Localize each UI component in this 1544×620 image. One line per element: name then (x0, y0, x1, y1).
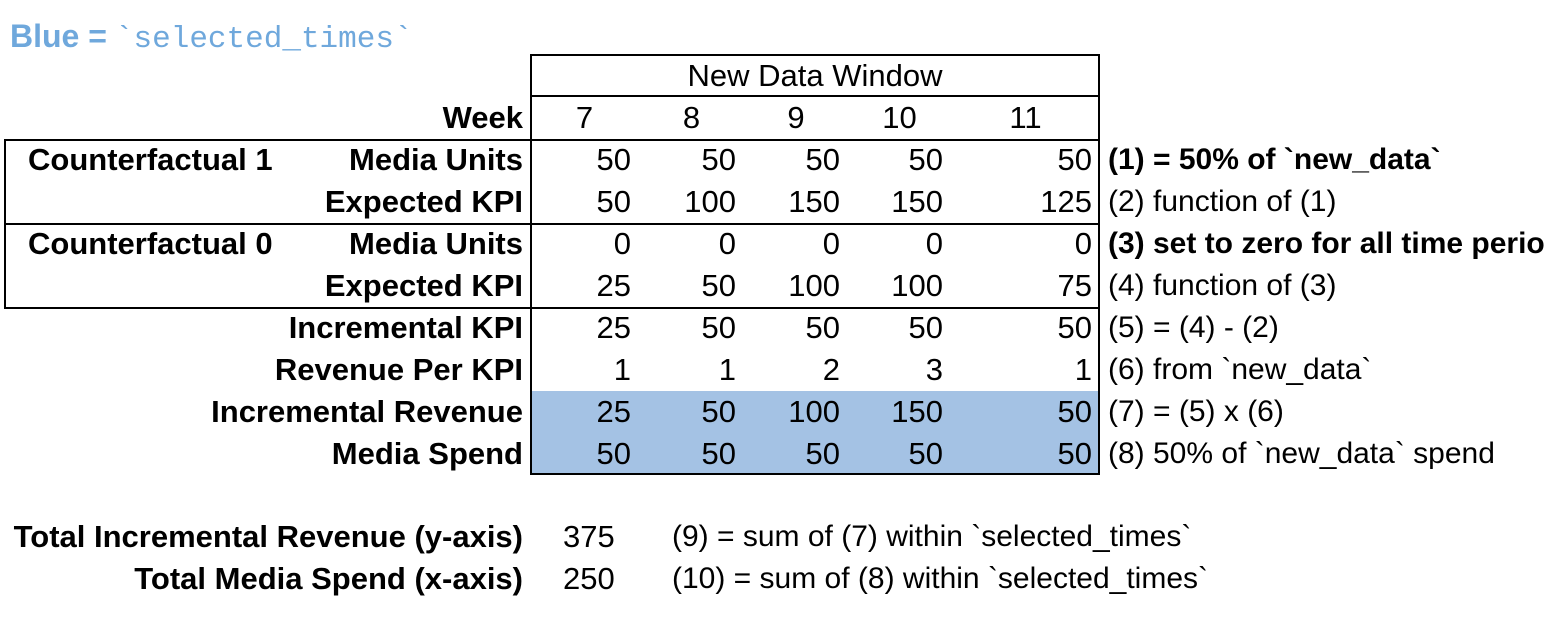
total-incremental-revenue-value: 375 (563, 519, 615, 554)
new-data-window-title: New Data Window (687, 58, 943, 93)
row-label-incremental-revenue: Incremental Revenue (211, 394, 523, 429)
row-annotation-1: (1) = 50% of `new_data` (1108, 143, 1441, 176)
legend: Blue = `selected_times` (10, 14, 413, 58)
table-cell: 50 (805, 142, 840, 177)
week-header-cell: 8 (682, 100, 701, 135)
total-incremental-revenue-label: Total Incremental Revenue (y-axis) (13, 519, 523, 554)
highlight-band-selected-times (532, 391, 1098, 473)
table-cell-highlighted: 50 (596, 436, 631, 471)
table-cell: 50 (908, 310, 943, 345)
table-cell-highlighted: 50 (1057, 436, 1092, 471)
row-label-revenue-per-kpi: Revenue Per KPI (274, 352, 523, 387)
row-annotation-5: (5) = (4) - (2) (1108, 311, 1279, 344)
table-cell-highlighted: 50 (908, 436, 943, 471)
table-cell: 50 (701, 268, 736, 303)
legend-blue-label: Blue = (10, 18, 107, 54)
week-header-cell: 10 (882, 100, 917, 135)
row-label-media-spend: Media Spend (331, 436, 523, 471)
row-annotation-6: (6) from `new_data` (1108, 353, 1372, 386)
table-cell: 150 (788, 184, 840, 219)
table-cell-highlighted: 100 (788, 394, 840, 429)
divider-cf1-cf0 (530, 223, 1100, 225)
table-cell: 75 (1057, 268, 1092, 303)
row-label-incremental-kpi: Incremental KPI (288, 310, 523, 345)
total-annotation-10: (10) = sum of (8) within `selected_times… (672, 562, 1209, 595)
table-cell-highlighted: 150 (891, 394, 943, 429)
row-label-media-units-cf1: Media Units (349, 142, 523, 177)
row-annotation-3: (3) set to zero for all time periods (1108, 227, 1544, 260)
week-header-cell: 11 (1009, 100, 1042, 135)
table-cell-highlighted: 50 (1057, 394, 1092, 429)
table-cell: 0 (822, 226, 840, 261)
week-header-cell: 9 (787, 100, 805, 135)
table-cell: 25 (596, 310, 631, 345)
table-cell-highlighted: 25 (596, 394, 631, 429)
counterfactual-0-box (4, 223, 532, 309)
row-annotation-8: (8) 50% of `new_data` spend (1108, 437, 1495, 470)
table-cell: 50 (596, 142, 631, 177)
total-media-spend-label: Total Media Spend (x-axis) (134, 561, 523, 596)
table-cell: 150 (891, 184, 943, 219)
week-header-cell: 7 (575, 100, 594, 135)
table-cell-highlighted: 50 (805, 436, 840, 471)
row-annotation-4: (4) function of (3) (1108, 269, 1337, 302)
group-label-counterfactual-0: Counterfactual 0 (28, 226, 273, 261)
table-cell-highlighted: 50 (701, 436, 736, 471)
table-cell: 125 (1040, 184, 1092, 219)
total-annotation-9: (9) = sum of (7) within `selected_times` (672, 520, 1192, 553)
row-label-media-units-cf0: Media Units (349, 226, 523, 261)
row-annotation-2: (2) function of (1) (1108, 185, 1337, 218)
table-cell: 1 (613, 352, 631, 387)
table-cell: 50 (1057, 310, 1092, 345)
table-cell: 25 (596, 268, 631, 303)
row-label-expected-kpi-cf0: Expected KPI (324, 268, 523, 303)
table-cell: 50 (596, 184, 631, 219)
table-cell: 50 (805, 310, 840, 345)
new-data-window-box (530, 54, 1100, 97)
table-cell: 50 (908, 142, 943, 177)
table-cell: 50 (1057, 142, 1092, 177)
row-label-expected-kpi-cf1: Expected KPI (324, 184, 523, 219)
table-cell: 0 (925, 226, 943, 261)
table-cell: 1 (1074, 352, 1092, 387)
legend-code-selected-times: `selected_times` (114, 22, 413, 57)
table-cell: 100 (684, 184, 736, 219)
week-row-borders (530, 97, 1100, 139)
divider-cf0-derived (530, 307, 1100, 309)
table-cell-highlighted: 50 (701, 394, 736, 429)
table-cell: 50 (701, 142, 736, 177)
table-cell: 0 (718, 226, 736, 261)
table-cell: 3 (925, 352, 943, 387)
row-annotation-7: (7) = (5) x (6) (1108, 395, 1284, 428)
table-cell: 100 (788, 268, 840, 303)
table-cell: 1 (718, 352, 736, 387)
total-media-spend-value: 250 (563, 561, 615, 596)
table-cell: 0 (1074, 226, 1092, 261)
table-cell: 0 (613, 226, 631, 261)
table-cell: 2 (822, 352, 840, 387)
table-cell: 50 (701, 310, 736, 345)
week-label: Week (442, 100, 523, 135)
table-cell: 100 (891, 268, 943, 303)
group-label-counterfactual-1: Counterfactual 1 (28, 142, 273, 177)
